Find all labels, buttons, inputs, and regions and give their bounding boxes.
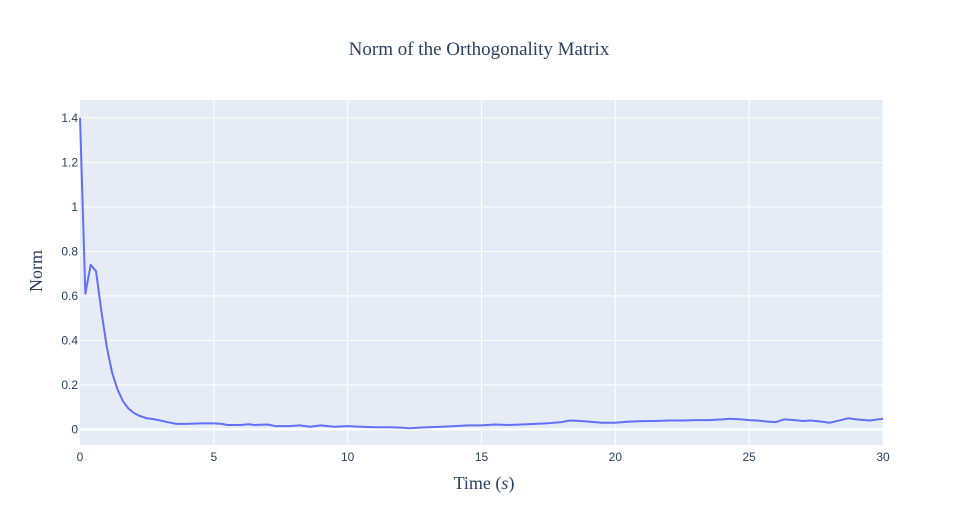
y-axis-title: Norm <box>26 250 46 292</box>
y-tick-labels: 0 0.2 0.4 0.6 0.8 1 1.2 1.4 <box>61 111 78 437</box>
x-tick-label: 5 <box>210 450 217 464</box>
x-axis-title-var: s <box>501 473 508 493</box>
y-tick-label: 0.8 <box>61 244 78 258</box>
y-tick-label: 1.2 <box>61 155 78 169</box>
x-tick-label: 15 <box>475 450 489 464</box>
y-gridlines <box>80 117 883 386</box>
x-axis-title-close: ) <box>508 473 514 494</box>
y-tick-label: 0.4 <box>61 333 78 347</box>
x-tick-label: 0 <box>77 450 84 464</box>
y-tick-label: 0.6 <box>61 289 78 303</box>
y-tick-label: 0 <box>71 422 78 436</box>
x-axis-title-text: Time ( <box>454 473 502 494</box>
y-tick-label: 1 <box>71 200 78 214</box>
x-tick-label: 30 <box>876 450 890 464</box>
series-line <box>79 117 884 430</box>
y-tick-label: 1.4 <box>61 111 78 125</box>
x-tick-labels: 0 5 10 15 20 25 30 <box>77 450 890 464</box>
y-tick-label: 0.2 <box>61 378 78 392</box>
x-tick-label: 20 <box>609 450 623 464</box>
x-tick-label: 10 <box>341 450 355 464</box>
x-tick-label: 25 <box>742 450 756 464</box>
x-gridlines <box>213 100 884 445</box>
x-axis-title: Time (s) <box>454 473 515 494</box>
chart-title: Norm of the Orthogonality Matrix <box>349 39 610 60</box>
